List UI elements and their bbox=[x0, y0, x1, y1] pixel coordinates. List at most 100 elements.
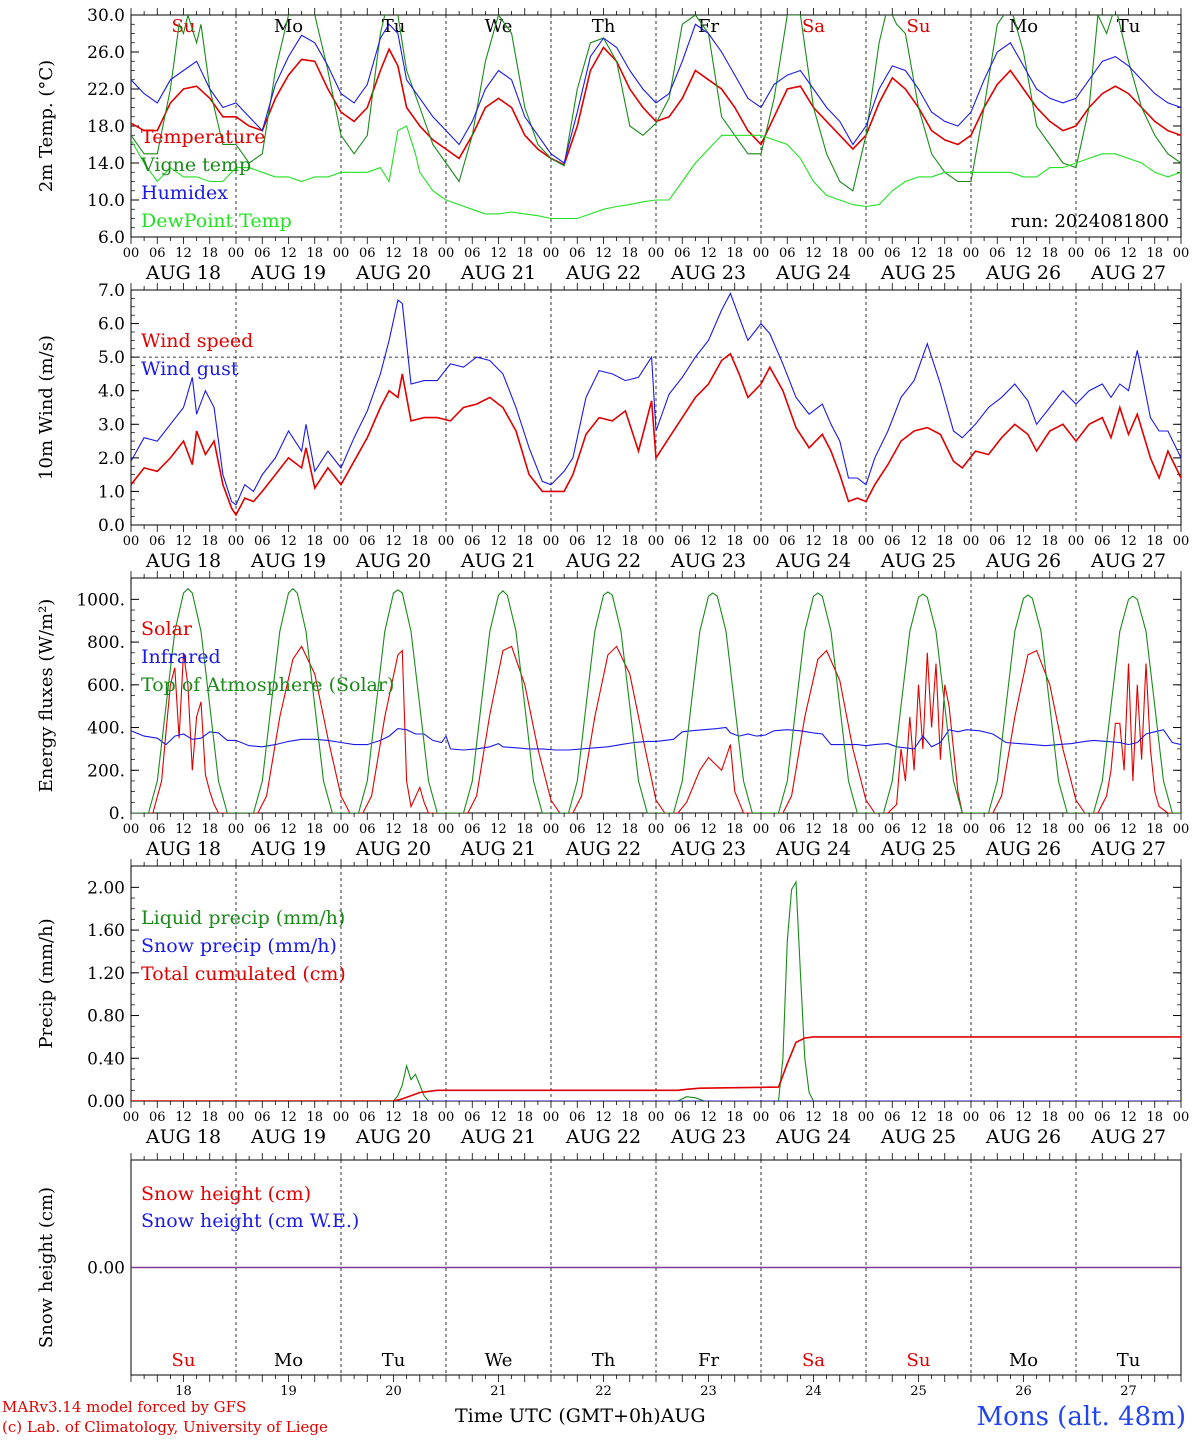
legend-entry: Total cumulated (cm) bbox=[141, 963, 346, 985]
date-label: AUG 22 bbox=[565, 838, 641, 860]
hour-tick-label: 06 bbox=[989, 246, 1006, 261]
date-label: AUG 23 bbox=[670, 838, 746, 860]
weekday-label: Su bbox=[172, 1350, 196, 1371]
hour-tick-label: 18 bbox=[621, 1110, 638, 1125]
y-tick-label: 0. bbox=[109, 804, 125, 824]
hour-tick-label: 06 bbox=[674, 822, 691, 837]
y-axis-label: Snow height (cm) bbox=[36, 1187, 57, 1348]
legend-entry: Top of Atmosphere (Solar) bbox=[141, 674, 394, 696]
hour-tick-label: 06 bbox=[149, 534, 166, 549]
date-label: AUG 24 bbox=[775, 838, 851, 860]
date-label: AUG 23 bbox=[670, 550, 746, 572]
date-label: AUG 27 bbox=[1090, 838, 1166, 860]
hour-tick-label: 06 bbox=[254, 822, 271, 837]
legend-entry: Wind speed bbox=[141, 330, 253, 352]
day-number-label: 25 bbox=[910, 1384, 927, 1398]
weekday-label: Su bbox=[907, 1350, 931, 1371]
hour-tick-label: 00 bbox=[123, 822, 140, 837]
hour-tick-label: 00 bbox=[228, 534, 245, 549]
hour-tick-label: 12 bbox=[1015, 1110, 1032, 1125]
hour-tick-label: 12 bbox=[805, 1110, 822, 1125]
legend-entry: Snow precip (mm/h) bbox=[141, 935, 337, 957]
hour-tick-label: 00 bbox=[1068, 822, 1085, 837]
date-label: AUG 25 bbox=[880, 838, 956, 860]
y-tick-label: 6.0 bbox=[98, 228, 125, 248]
hour-tick-label: 12 bbox=[1120, 534, 1137, 549]
y-tick-label: 800. bbox=[87, 633, 125, 653]
hour-tick-label: 06 bbox=[779, 246, 796, 261]
panel-snow: 0.00 Snow height (cm) Su Mo Tu We Th Fr Sa Su Mo Tu… bbox=[36, 1153, 1182, 1398]
y-tick-label: 1.20 bbox=[87, 964, 125, 984]
date-label: AUG 21 bbox=[460, 838, 536, 860]
hour-tick-label: 18 bbox=[936, 1110, 953, 1125]
day-number-label: 26 bbox=[1015, 1384, 1032, 1398]
hour-tick-label: 06 bbox=[674, 1110, 691, 1125]
hour-tick-label: 00 bbox=[648, 534, 665, 549]
hour-tick-label: 12 bbox=[700, 1110, 717, 1125]
hour-tick-label: 18 bbox=[411, 1110, 428, 1125]
hour-tick-label: 00 bbox=[543, 246, 560, 261]
date-label: AUG 25 bbox=[880, 550, 956, 572]
hour-tick-label: 06 bbox=[989, 1110, 1006, 1125]
hour-tick-label: 06 bbox=[464, 822, 481, 837]
hour-tick-label: 12 bbox=[1015, 822, 1032, 837]
hour-tick-label: 12 bbox=[385, 534, 402, 549]
y-tick-label: 0.00 bbox=[87, 1259, 125, 1279]
date-label: AUG 21 bbox=[460, 1126, 536, 1148]
day-number-label: 18 bbox=[175, 1384, 192, 1398]
hour-tick-label: 06 bbox=[359, 1110, 376, 1125]
y-tick-label: 3.0 bbox=[98, 415, 125, 435]
hour-tick-label: 06 bbox=[884, 534, 901, 549]
weekday-label: We bbox=[485, 16, 513, 37]
hour-tick-label: 18 bbox=[201, 534, 218, 549]
hour-tick-label: 00 bbox=[753, 1110, 770, 1125]
hour-tick-label: 12 bbox=[280, 246, 297, 261]
hour-tick-label: 00 bbox=[228, 246, 245, 261]
day-number-label: 23 bbox=[700, 1384, 717, 1398]
hour-tick-label: 12 bbox=[805, 534, 822, 549]
y-tick-label: 1.0 bbox=[98, 482, 125, 502]
weekday-label: Th bbox=[592, 16, 616, 37]
hour-tick-label: 18 bbox=[1146, 1110, 1163, 1125]
hour-tick-label: 00 bbox=[1068, 246, 1085, 261]
x-axis-label: Time UTC (GMT+0h)AUG bbox=[455, 1405, 706, 1427]
date-label: AUG 20 bbox=[355, 550, 431, 572]
hour-tick-label: 18 bbox=[411, 534, 428, 549]
hour-tick-label: 00 bbox=[333, 534, 350, 549]
hour-tick-label: 12 bbox=[700, 822, 717, 837]
hour-tick-label: 12 bbox=[1120, 822, 1137, 837]
date-label: AUG 19 bbox=[250, 262, 326, 284]
day-number-label: 20 bbox=[385, 1384, 402, 1398]
hour-tick-label: 12 bbox=[490, 1110, 507, 1125]
y-axis-label: Precip (mm/h) bbox=[36, 918, 57, 1048]
day-number-label: 27 bbox=[1120, 1384, 1137, 1398]
hour-tick-label: 00 bbox=[228, 1110, 245, 1125]
series-line-dewpoint-temp bbox=[131, 125, 1181, 220]
hour-tick-label: 00 bbox=[753, 822, 770, 837]
series-line-humidex bbox=[131, 23, 1181, 164]
series-line-total-cumulated-cm- bbox=[131, 1036, 1181, 1101]
hour-tick-label: 00 bbox=[858, 534, 875, 549]
hour-tick-label: 06 bbox=[569, 822, 586, 837]
hour-tick-label: 00 bbox=[123, 246, 140, 261]
hour-tick-label: 06 bbox=[149, 1110, 166, 1125]
date-label: AUG 26 bbox=[985, 262, 1061, 284]
hour-tick-label: 06 bbox=[254, 246, 271, 261]
hour-tick-label: 12 bbox=[910, 534, 927, 549]
hour-tick-label: 06 bbox=[1094, 1110, 1111, 1125]
hour-tick-label: 18 bbox=[516, 822, 533, 837]
hour-tick-label: 12 bbox=[910, 822, 927, 837]
date-label: AUG 18 bbox=[145, 262, 221, 284]
day-number-label: 21 bbox=[490, 1384, 507, 1398]
legend-entry: Snow height (cm) bbox=[141, 1183, 311, 1205]
y-tick-label: 18.0 bbox=[87, 117, 125, 137]
hour-tick-label: 18 bbox=[306, 1110, 323, 1125]
hour-tick-label: 18 bbox=[726, 822, 743, 837]
hour-tick-label: 06 bbox=[884, 246, 901, 261]
hour-tick-label: 18 bbox=[201, 246, 218, 261]
hour-tick-label: 06 bbox=[989, 534, 1006, 549]
y-axis-label: Energy fluxes (W/m²) bbox=[36, 599, 57, 793]
hour-tick-label: 12 bbox=[910, 246, 927, 261]
hour-tick-label: 12 bbox=[385, 246, 402, 261]
hour-tick-label: 18 bbox=[411, 822, 428, 837]
